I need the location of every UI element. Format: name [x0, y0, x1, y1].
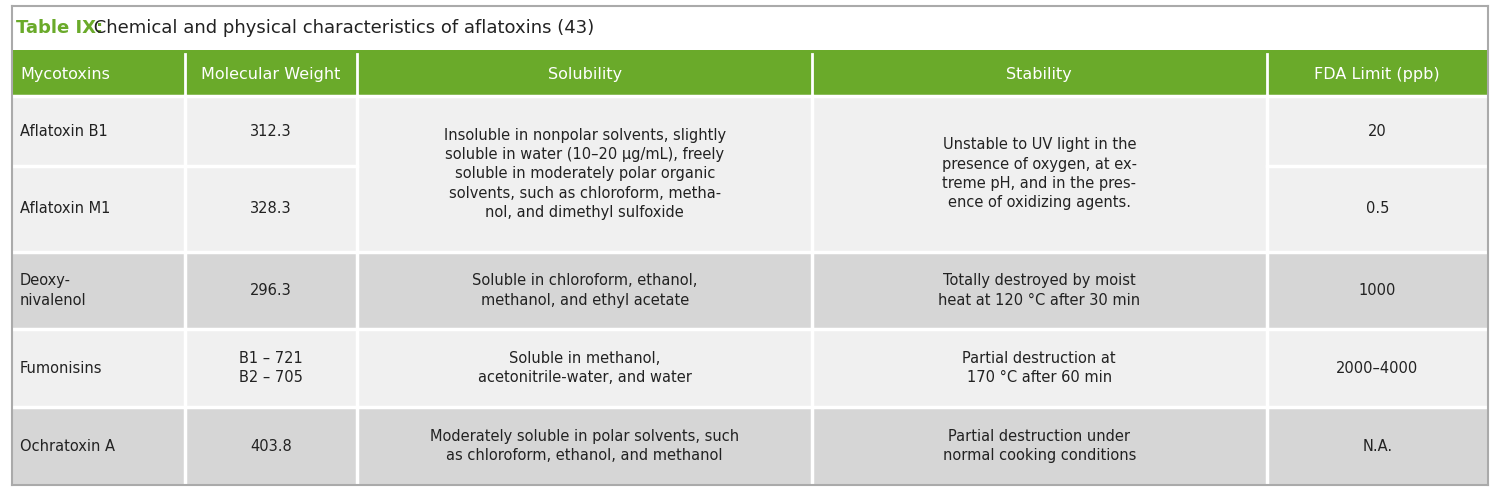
Bar — [812, 54, 1266, 96]
Text: Totally destroyed by moist
heat at 120 °C after 30 min: Totally destroyed by moist heat at 120 °… — [938, 273, 1140, 307]
Text: N.A.: N.A. — [1362, 438, 1392, 454]
Text: Partial destruction at
170 °C after 60 min: Partial destruction at 170 °C after 60 m… — [963, 351, 1116, 385]
Bar — [184, 54, 357, 96]
Text: Table IX:: Table IX: — [16, 19, 104, 37]
Bar — [357, 54, 812, 96]
Bar — [12, 54, 184, 96]
Bar — [1266, 166, 1488, 251]
Text: Mycotoxins: Mycotoxins — [20, 67, 110, 82]
Bar — [812, 329, 1266, 407]
Text: 403.8: 403.8 — [251, 438, 292, 454]
Text: Deoxy-
nivalenol: Deoxy- nivalenol — [20, 273, 87, 307]
Bar — [12, 6, 1488, 50]
Bar — [357, 251, 812, 329]
Text: 2000–4000: 2000–4000 — [1336, 361, 1419, 376]
Text: Chemical and physical characteristics of aflatoxins (43): Chemical and physical characteristics of… — [88, 19, 594, 37]
Bar — [12, 96, 184, 166]
Text: Unstable to UV light in the
presence of oxygen, at ex-
treme pH, and in the pres: Unstable to UV light in the presence of … — [942, 137, 1137, 210]
Bar — [357, 407, 812, 485]
Bar — [1266, 251, 1488, 329]
Bar — [1266, 54, 1488, 96]
Bar — [184, 407, 357, 485]
Text: B1 – 721
B2 – 705: B1 – 721 B2 – 705 — [238, 351, 303, 385]
Text: Solubility: Solubility — [548, 67, 622, 82]
Bar — [1266, 96, 1488, 166]
Bar — [812, 96, 1266, 251]
Text: Soluble in chloroform, ethanol,
methanol, and ethyl acetate: Soluble in chloroform, ethanol, methanol… — [472, 273, 698, 307]
Bar — [12, 407, 184, 485]
Bar — [357, 96, 812, 251]
Text: FDA Limit (ppb): FDA Limit (ppb) — [1314, 67, 1440, 82]
Text: Aflatoxin B1: Aflatoxin B1 — [20, 124, 108, 138]
Text: Partial destruction under
normal cooking conditions: Partial destruction under normal cooking… — [942, 429, 1136, 463]
Text: Aflatoxin M1: Aflatoxin M1 — [20, 201, 111, 217]
Text: 0.5: 0.5 — [1365, 201, 1389, 217]
Text: 328.3: 328.3 — [251, 201, 292, 217]
Bar — [357, 329, 812, 407]
Text: Fumonisins: Fumonisins — [20, 361, 102, 376]
Bar — [184, 96, 357, 166]
Text: Molecular Weight: Molecular Weight — [201, 67, 340, 82]
Text: 20: 20 — [1368, 124, 1386, 138]
Text: Insoluble in nonpolar solvents, slightly
soluble in water (10–20 μg/mL), freely
: Insoluble in nonpolar solvents, slightly… — [444, 128, 726, 219]
Text: Soluble in methanol,
acetonitrile-water, and water: Soluble in methanol, acetonitrile-water,… — [478, 351, 692, 385]
Text: 1000: 1000 — [1359, 283, 1396, 298]
Text: 312.3: 312.3 — [251, 124, 292, 138]
Bar — [12, 329, 184, 407]
Bar — [12, 251, 184, 329]
Bar — [812, 407, 1266, 485]
Bar — [12, 50, 1488, 54]
Bar — [812, 251, 1266, 329]
Text: Ochratoxin A: Ochratoxin A — [20, 438, 116, 454]
Bar — [12, 166, 184, 251]
Bar — [184, 251, 357, 329]
Text: Moderately soluble in polar solvents, such
as chloroform, ethanol, and methanol: Moderately soluble in polar solvents, su… — [430, 429, 740, 463]
Bar — [1266, 329, 1488, 407]
Text: Stability: Stability — [1007, 67, 1072, 82]
Text: 296.3: 296.3 — [251, 283, 292, 298]
Bar — [1266, 407, 1488, 485]
Bar — [184, 329, 357, 407]
Bar — [184, 166, 357, 251]
